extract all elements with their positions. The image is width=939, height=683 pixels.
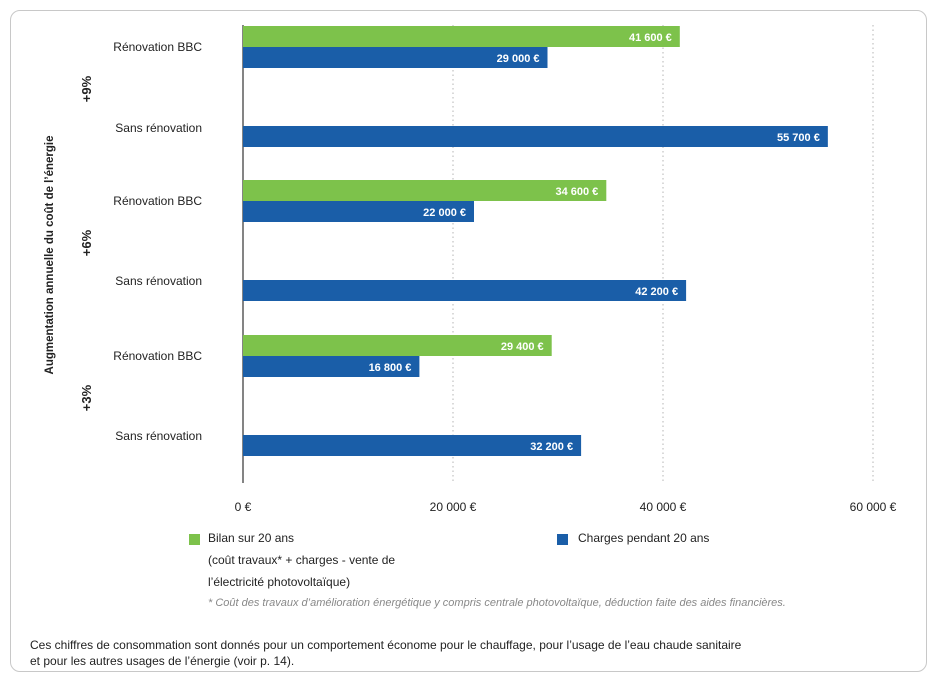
bar-value-label-2-1-0: 32 200 € — [530, 441, 573, 453]
bar-value-label-1-1-0: 42 200 € — [635, 286, 678, 298]
bar-value-label-0-0-1: 29 000 € — [497, 53, 540, 65]
y-axis-title: Augmentation annuelle du coût de l’énerg… — [44, 136, 56, 375]
footnote: * Coût des travaux d’amélioration énergé… — [208, 597, 786, 609]
bar-bilan-1-0 — [243, 180, 607, 201]
bar-charges-0-0 — [243, 47, 548, 68]
group-label-1: +6% — [79, 229, 94, 256]
row-label-1-0: Rénovation BBC — [113, 194, 202, 208]
legend-swatch-charges — [557, 534, 568, 545]
legend-label-bilan-line1: Bilan sur 20 ans — [208, 531, 295, 545]
bar-charges-2-1 — [243, 435, 582, 456]
bar-charges-0-1 — [243, 126, 828, 147]
row-label-2-1: Sans rénovation — [115, 429, 202, 443]
bar-charges-1-1 — [243, 280, 687, 301]
bar-bilan-0-0 — [243, 26, 680, 47]
bar-value-label-2-0-1: 16 800 € — [369, 362, 412, 374]
legend-label-bilan-line3: l’électricité photovoltaïque) — [208, 575, 351, 589]
bar-value-label-0-0-0: 41 600 € — [629, 32, 672, 44]
bar-value-label-1-0-1: 22 000 € — [423, 207, 466, 219]
bar-charges-1-0 — [243, 201, 474, 222]
x-tick-label-2: 40 000 € — [640, 500, 687, 514]
note-line-1: Ces chiffres de consommation sont donnés… — [30, 638, 742, 652]
x-tick-label-1: 20 000 € — [430, 500, 477, 514]
x-tick-label-3: 60 000 € — [850, 500, 897, 514]
bar-value-label-0-1-0: 55 700 € — [777, 132, 820, 144]
group-label-0: +9% — [79, 75, 94, 102]
bar-chart: 0 € 20 000 € 40 000 € 60 000 € Augmentation … — [44, 25, 897, 514]
x-tick-label-0: 0 € — [235, 500, 252, 514]
bar-value-label-2-0-0: 29 400 € — [501, 341, 544, 353]
bar-bilan-2-0 — [243, 335, 552, 356]
bar-charges-2-0 — [243, 356, 420, 377]
legend-label-charges: Charges pendant 20 ans — [578, 531, 710, 545]
bar-value-label-1-0-0: 34 600 € — [555, 186, 598, 198]
note-line-2: et pour les autres usages de l’énergie (… — [30, 654, 295, 668]
row-label-0-0: Rénovation BBC — [113, 40, 202, 54]
legend-label-bilan-line2: (coût travaux* + charges - vente de — [208, 553, 396, 567]
legend-swatch-bilan — [189, 534, 200, 545]
row-label-2-0: Rénovation BBC — [113, 349, 202, 363]
group-label-2: +3% — [79, 384, 94, 411]
row-label-1-1: Sans rénovation — [115, 274, 202, 288]
row-label-0-1: Sans rénovation — [115, 121, 202, 135]
consumption-note: Ces chiffres de consommation sont donnés… — [30, 637, 900, 669]
